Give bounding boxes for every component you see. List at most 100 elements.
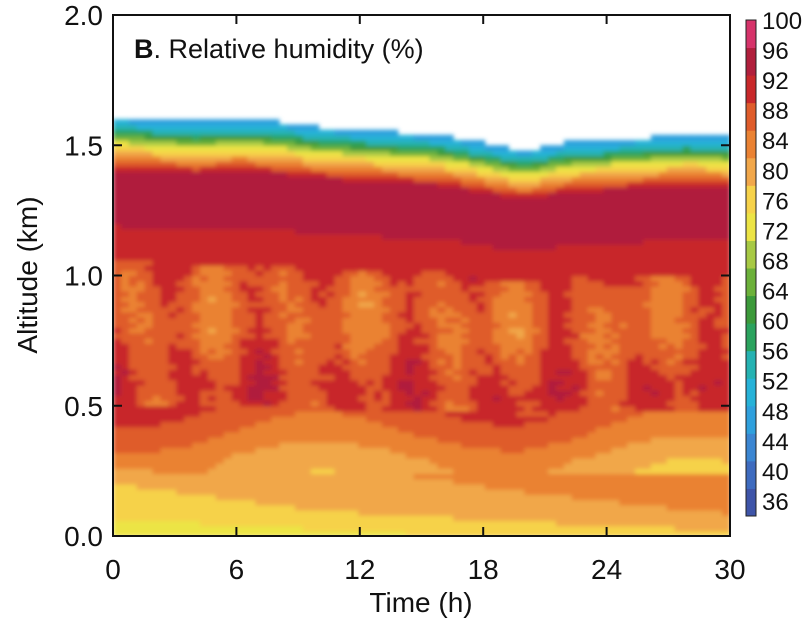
heatmap-cell [255,364,264,370]
heatmap-column [279,124,288,536]
heatmap-cell [255,285,264,292]
heatmap-cell [532,249,541,256]
heatmap-cell [326,364,336,370]
heatmap-column [389,129,399,536]
heatmap-cell [484,483,494,490]
heatmap-cell [152,525,162,532]
heatmap-cell [247,358,256,365]
heatmap-cell [231,421,241,428]
heatmap-cell [350,259,359,266]
heatmap-cell [255,207,264,214]
heatmap-cell [611,530,620,536]
heatmap-cell [136,124,146,131]
heatmap-cell [326,395,336,402]
heatmap-cell [540,494,549,501]
heatmap-cell [287,285,296,292]
heatmap-cell [468,421,478,428]
heatmap-cell [239,400,249,407]
heatmap-cell [318,437,328,443]
heatmap-cell [294,317,304,323]
heatmap-cell [461,150,470,157]
heatmap-cell [381,207,391,214]
heatmap-cell [429,233,438,240]
heatmap-cell [215,525,225,532]
heatmap-cell [508,186,518,193]
heatmap-cell [508,322,518,329]
heatmap-cell [287,197,296,204]
heatmap-cell [318,296,328,303]
heatmap-cell [294,426,304,433]
heatmap-cell [461,478,470,485]
heatmap-cell [294,416,304,422]
heatmap-cell [207,160,217,167]
heatmap-cell [184,437,193,443]
heatmap-cell [587,160,597,167]
heatmap-cell [294,431,304,438]
heatmap-cell [350,478,359,485]
heatmap-cell [318,140,328,146]
heatmap-cell [429,192,438,198]
heatmap-cell [128,311,138,318]
heatmap-cell [239,265,249,271]
heatmap-cell [437,338,446,344]
heatmap-column [271,119,280,536]
heatmap-cell [136,358,146,365]
heatmap-cell [350,233,359,240]
heatmap-cell [587,166,597,172]
heatmap-cell [437,374,446,381]
heatmap-cell [271,155,280,162]
heatmap-cell [476,416,486,422]
heatmap-column [192,119,201,536]
heatmap-cell [374,202,383,209]
heatmap-cell [144,228,154,235]
heatmap-cell [120,155,130,162]
heatmap-cell [176,468,185,475]
heatmap-cell [413,421,423,428]
heatmap-cell [500,520,510,527]
heatmap-cell [555,259,565,266]
heatmap-cell [548,249,557,256]
heatmap-cell [287,509,296,516]
heatmap-cell [595,384,605,391]
heatmap-cell [548,421,557,428]
heatmap-cell [310,129,320,136]
heatmap-cell [136,181,146,188]
heatmap-cell [358,530,367,536]
heatmap-cell [468,212,478,219]
heatmap-cell [484,327,494,334]
heatmap-cell [255,343,264,350]
heatmap-cell [326,473,336,480]
heatmap-cell [200,218,209,224]
heatmap-cell [429,437,438,443]
heatmap-cell [468,379,478,386]
heatmap-cell [120,431,130,438]
heatmap-cell [128,160,138,167]
heatmap-cell [571,442,581,449]
heatmap-cell [176,296,185,303]
heatmap-cell [263,140,272,146]
heatmap-cell [397,166,407,172]
heatmap-cell [381,452,391,459]
heatmap-cell [453,483,462,490]
heatmap-cell [595,285,605,292]
heatmap-cell [540,233,549,240]
heatmap-cell [318,275,328,282]
heatmap-cell [350,150,359,157]
heatmap-cell [374,369,383,376]
heatmap-cell [239,353,249,360]
heatmap-cell [461,301,470,308]
heatmap-cell [381,509,391,516]
heatmap-cell [421,233,431,240]
heatmap-cell [571,525,581,532]
heatmap-cell [120,228,130,235]
heatmap-cell [247,202,256,209]
heatmap-cell [524,400,533,407]
heatmap-cell [247,468,256,475]
heatmap-cell [287,442,296,449]
heatmap-cell [397,426,407,433]
heatmap-cell [144,197,154,204]
heatmap-cell [168,275,177,282]
heatmap-cell [437,244,446,251]
heatmap-cell [603,223,612,230]
heatmap-cell [374,364,383,370]
